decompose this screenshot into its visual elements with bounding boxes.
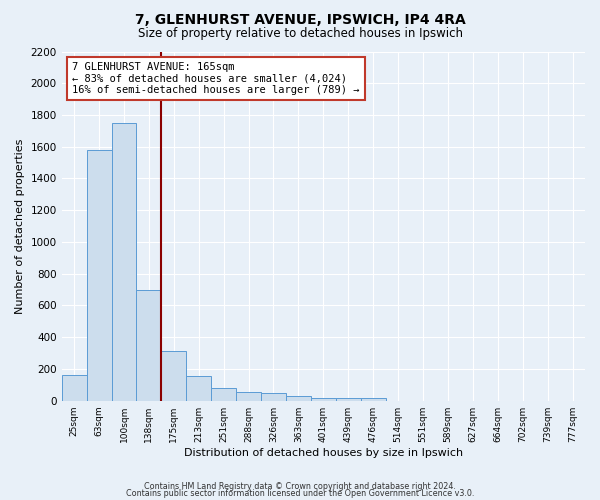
Bar <box>161 350 186 401</box>
Text: Size of property relative to detached houses in Ipswich: Size of property relative to detached ho… <box>137 28 463 40</box>
X-axis label: Distribution of detached houses by size in Ipswich: Distribution of detached houses by size … <box>184 448 463 458</box>
Bar <box>286 396 311 400</box>
Bar <box>211 388 236 400</box>
Text: 7, GLENHURST AVENUE, IPSWICH, IP4 4RA: 7, GLENHURST AVENUE, IPSWICH, IP4 4RA <box>134 12 466 26</box>
Text: Contains public sector information licensed under the Open Government Licence v3: Contains public sector information licen… <box>126 490 474 498</box>
Bar <box>112 123 136 400</box>
Bar <box>136 290 161 401</box>
Bar <box>311 398 336 400</box>
Bar <box>236 392 261 400</box>
Bar <box>186 376 211 400</box>
Text: Contains HM Land Registry data © Crown copyright and database right 2024.: Contains HM Land Registry data © Crown c… <box>144 482 456 491</box>
Y-axis label: Number of detached properties: Number of detached properties <box>15 138 25 314</box>
Bar <box>62 376 86 400</box>
Text: 7 GLENHURST AVENUE: 165sqm
← 83% of detached houses are smaller (4,024)
16% of s: 7 GLENHURST AVENUE: 165sqm ← 83% of deta… <box>72 62 359 95</box>
Bar <box>261 393 286 400</box>
Bar <box>86 150 112 401</box>
Bar <box>361 398 386 400</box>
Bar <box>336 398 361 400</box>
